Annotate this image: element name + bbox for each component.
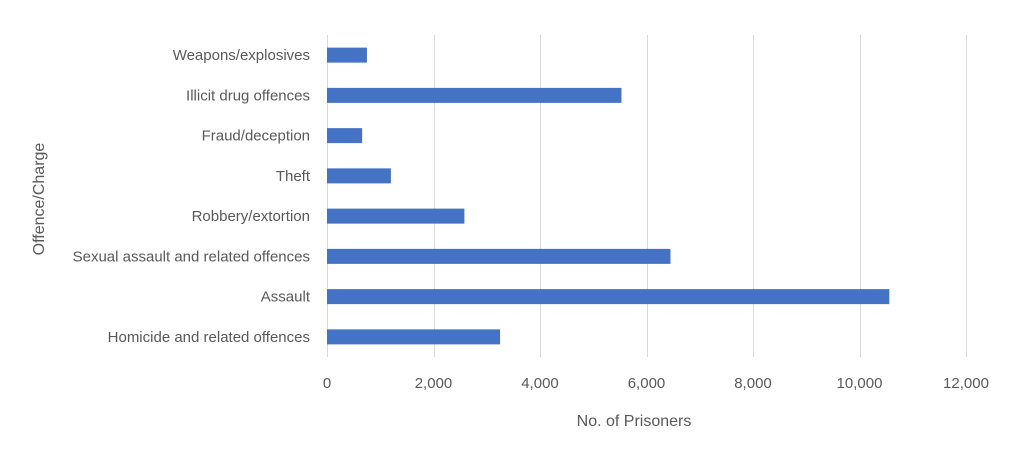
- category-label: Weapons/explosives: [173, 47, 310, 64]
- x-tick-label: 2,000: [415, 375, 453, 392]
- bar: [327, 329, 501, 345]
- bars: [327, 47, 890, 345]
- category-label: Illicit drug offences: [186, 87, 310, 104]
- x-tick-label: 0: [323, 375, 331, 392]
- x-tick-label: 12,000: [943, 375, 989, 392]
- bar: [327, 208, 465, 224]
- bar: [327, 168, 391, 184]
- bar: [327, 289, 890, 305]
- x-axis-title: No. of Prisoners: [577, 413, 692, 430]
- category-label: Robbery/extortion: [192, 208, 310, 225]
- x-tick-label: 4,000: [521, 375, 559, 392]
- x-tick-label: 8,000: [734, 375, 772, 392]
- category-labels: Weapons/explosives Illicit drug offences F…: [73, 47, 311, 346]
- x-tick-label: 10,000: [837, 375, 883, 392]
- bar: [327, 248, 671, 264]
- category-label: Homicide and related offences: [108, 329, 310, 346]
- bar: [327, 47, 367, 63]
- gridlines: [327, 35, 967, 357]
- category-label: Sexual assault and related offences: [73, 248, 310, 265]
- y-axis-title: Offence/Charge: [31, 143, 48, 256]
- bar: [327, 128, 363, 144]
- category-label: Assault: [261, 289, 311, 306]
- x-tick-label: 6,000: [628, 375, 666, 392]
- bar: [327, 87, 622, 103]
- x-tick-labels: 0 2,000 4,000 6,000 8,000 10,000 12,000: [323, 375, 989, 392]
- category-label: Theft: [276, 168, 311, 185]
- category-label: Fraud/deception: [202, 128, 310, 145]
